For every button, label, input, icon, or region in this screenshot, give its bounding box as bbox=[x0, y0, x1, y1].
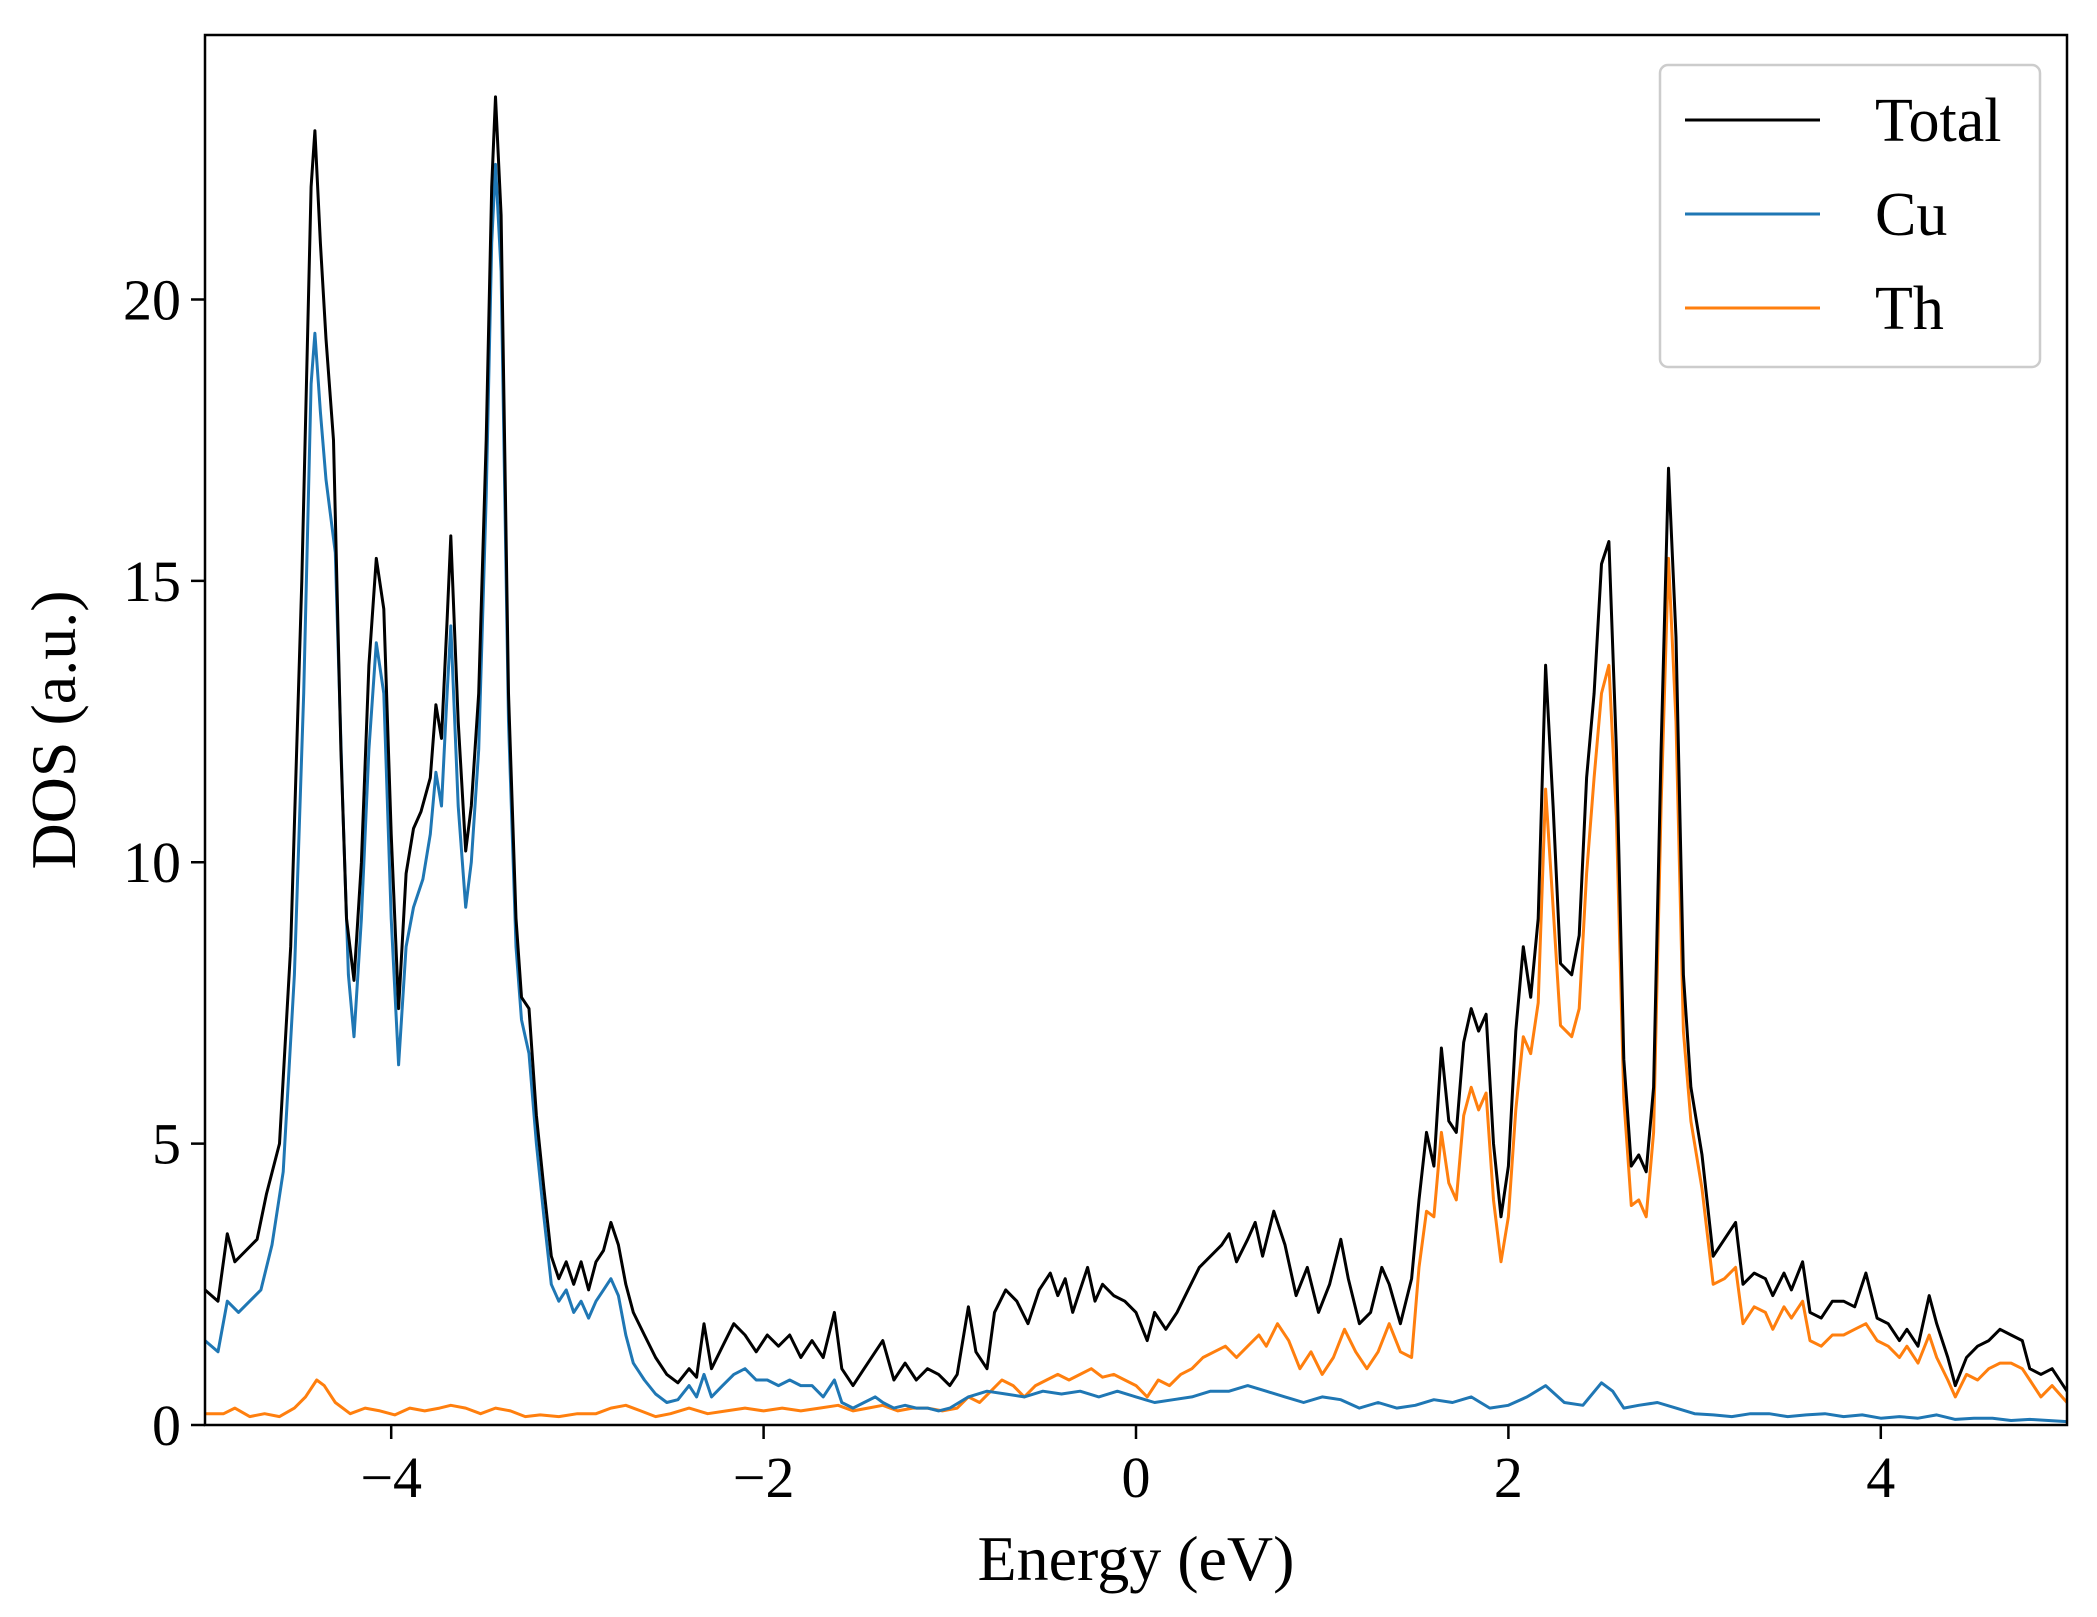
legend-label-total: Total bbox=[1875, 87, 2002, 155]
x-axis-label: Energy (eV) bbox=[978, 1523, 1295, 1594]
x-tick-label: 0 bbox=[1122, 1445, 1151, 1510]
legend-label-th: Th bbox=[1875, 275, 1944, 343]
y-tick-label: 5 bbox=[152, 1112, 181, 1177]
series-layer bbox=[205, 95, 2067, 1424]
series-line-cu bbox=[205, 162, 2067, 1424]
x-axis-ticks: −4 −2 0 2 4 bbox=[360, 1425, 1895, 1510]
x-tick-label: 4 bbox=[1866, 1445, 1895, 1510]
y-tick-label: 0 bbox=[152, 1393, 181, 1458]
y-axis-ticks: 0 5 10 15 20 bbox=[123, 267, 205, 1458]
y-tick-label: 20 bbox=[123, 267, 181, 332]
y-tick-label: 10 bbox=[123, 830, 181, 895]
series-line-total bbox=[205, 95, 2067, 1393]
x-tick-label: −2 bbox=[733, 1445, 795, 1510]
y-tick-label: 15 bbox=[123, 549, 181, 614]
x-tick-label: −4 bbox=[360, 1445, 422, 1510]
legend-box bbox=[1658, 63, 2042, 369]
legend-label-cu: Cu bbox=[1875, 181, 1947, 249]
legend: Total Cu Th bbox=[1658, 63, 2042, 369]
x-tick-label: 2 bbox=[1494, 1445, 1523, 1510]
y-axis-label: DOS (a.u.) bbox=[18, 590, 89, 869]
series-line-th bbox=[205, 556, 2067, 1419]
